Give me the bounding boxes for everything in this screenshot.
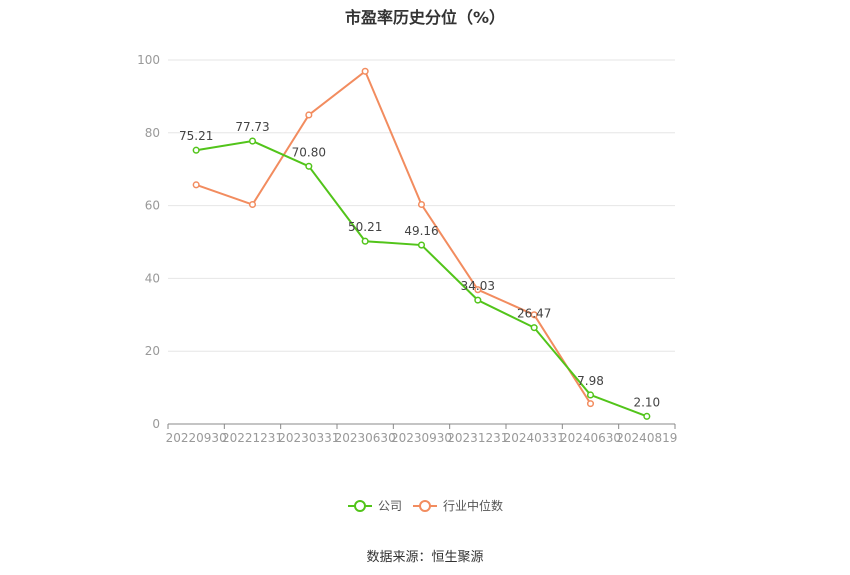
data-point: [248, 137, 257, 145]
data-label: 2.10: [633, 395, 660, 409]
series-group: [192, 67, 651, 420]
legend-swatch-marker: [354, 500, 366, 512]
x-tick-label: 20230930: [391, 431, 452, 445]
y-tick-label: 20: [145, 344, 160, 358]
x-tick-label: 20221231: [222, 431, 283, 445]
data-point: [586, 391, 595, 399]
y-tick-label: 40: [145, 271, 160, 285]
data-point: [586, 400, 595, 408]
legend: 公司 行业中位数: [348, 498, 503, 513]
x-tick-label: 20230331: [278, 431, 339, 445]
data-point: [248, 200, 257, 209]
x-tick-label: 20220930: [166, 431, 227, 445]
series-line-1: [195, 69, 592, 405]
y-axis-ticks: 0 20 40 60 80 100: [137, 53, 160, 431]
x-tick-label: 20230630: [335, 431, 396, 445]
y-tick-label: 80: [145, 126, 160, 140]
data-point: [192, 146, 200, 154]
data-label: 7.98: [577, 374, 604, 388]
data-label: 49.16: [404, 224, 438, 238]
x-tick-label: 20240819: [616, 431, 677, 445]
legend-label: 公司: [378, 499, 402, 513]
data-label: 34.03: [461, 279, 495, 293]
data-point: [192, 181, 200, 189]
x-axis: 2022093020221231202303312023063020230930…: [166, 423, 677, 445]
data-label: 70.80: [292, 145, 326, 159]
x-tick-label: 20240331: [504, 431, 565, 445]
x-tick-label: 20240630: [560, 431, 621, 445]
data-point: [474, 296, 482, 304]
data-point: [417, 200, 426, 209]
data-point: [643, 412, 651, 420]
data-label: 75.21: [179, 129, 213, 143]
legend-label: 行业中位数: [443, 498, 503, 513]
data-point: [417, 241, 426, 249]
data-label: 77.73: [235, 120, 269, 134]
y-tick-label: 0: [152, 417, 160, 431]
data-source: 数据来源：恒生聚源: [366, 550, 484, 565]
data-label: 26.47: [517, 307, 551, 321]
data-labels: 75.21 77.73 70.80 50.21 49.16 34.03 26.47 7.98 2…: [179, 120, 660, 409]
data-label: 50.21: [348, 220, 382, 234]
data-point: [530, 311, 538, 319]
chart-title: 市盈率历史分位（%）: [344, 8, 506, 27]
data-point: [361, 237, 369, 245]
data-point: [361, 67, 369, 75]
data-point: [305, 162, 313, 170]
legend-swatch-marker: [419, 500, 431, 512]
data-point: [530, 324, 538, 332]
x-tick-label: 20231231: [447, 431, 508, 445]
data-point: [474, 286, 482, 294]
y-tick-label: 100: [137, 53, 160, 67]
y-tick-label: 60: [145, 199, 160, 213]
data-point: [305, 111, 313, 119]
